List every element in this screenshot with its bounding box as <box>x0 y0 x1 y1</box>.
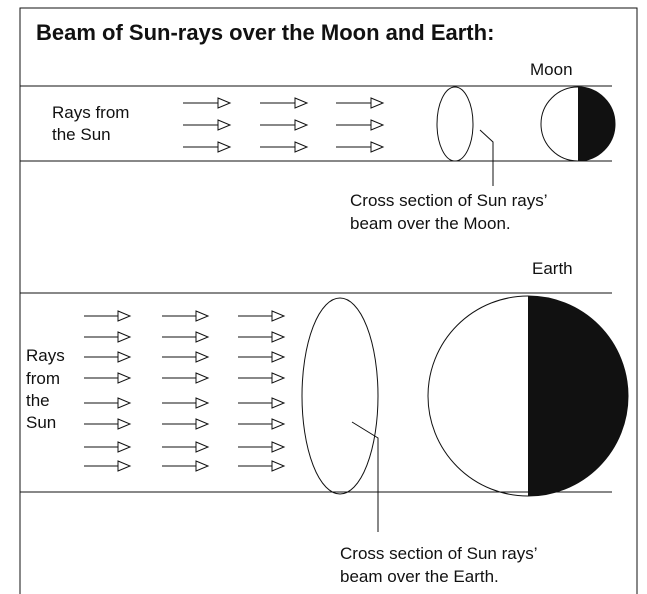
ray-arrow <box>272 419 284 429</box>
ray-arrow <box>118 311 130 321</box>
ray-arrow <box>218 98 230 108</box>
earth-label: Earth <box>532 259 573 278</box>
cross-section-label: Cross section of Sun rays’ <box>340 544 537 563</box>
ray-arrow <box>118 352 130 362</box>
ray-arrow <box>371 120 383 130</box>
ray-arrow <box>371 142 383 152</box>
ray-arrow <box>118 332 130 342</box>
rays-label: Sun <box>26 413 56 432</box>
ray-arrow <box>196 373 208 383</box>
rays-label: from <box>26 369 60 388</box>
ray-arrow <box>272 311 284 321</box>
cross-section <box>302 298 378 494</box>
moon-shadow <box>578 87 615 161</box>
ray-arrow <box>118 419 130 429</box>
earth-shadow <box>528 296 628 496</box>
moon-label: Moon <box>530 60 573 79</box>
leader-line <box>480 130 493 186</box>
ray-arrow <box>118 373 130 383</box>
cross-section <box>437 87 473 161</box>
ray-arrow <box>196 311 208 321</box>
ray-arrow <box>196 398 208 408</box>
ray-arrow <box>118 442 130 452</box>
ray-arrow <box>371 98 383 108</box>
ray-arrow <box>196 419 208 429</box>
ray-arrow <box>218 142 230 152</box>
ray-arrow <box>118 398 130 408</box>
ray-arrow <box>196 461 208 471</box>
cross-section-label: beam over the Earth. <box>340 567 499 586</box>
ray-arrow <box>272 442 284 452</box>
ray-arrow <box>272 373 284 383</box>
cross-section-label: beam over the Moon. <box>350 214 511 233</box>
cross-section-label: Cross section of Sun rays’ <box>350 191 547 210</box>
title: Beam of Sun-rays over the Moon and Earth… <box>36 20 494 45</box>
ray-arrow <box>295 120 307 130</box>
rays-label: Rays <box>26 346 65 365</box>
ray-arrow <box>272 398 284 408</box>
rays-label: the <box>26 391 50 410</box>
ray-arrow <box>196 352 208 362</box>
ray-arrow <box>272 352 284 362</box>
ray-arrow <box>272 332 284 342</box>
ray-arrow <box>196 442 208 452</box>
ray-arrow <box>118 461 130 471</box>
ray-arrow <box>272 461 284 471</box>
ray-arrow <box>218 120 230 130</box>
ray-arrow <box>295 142 307 152</box>
diagram: Beam of Sun-rays over the Moon and Earth… <box>0 0 647 594</box>
rays-label: Rays from <box>52 103 129 122</box>
ray-arrow <box>196 332 208 342</box>
rays-label: the Sun <box>52 125 111 144</box>
ray-arrow <box>295 98 307 108</box>
